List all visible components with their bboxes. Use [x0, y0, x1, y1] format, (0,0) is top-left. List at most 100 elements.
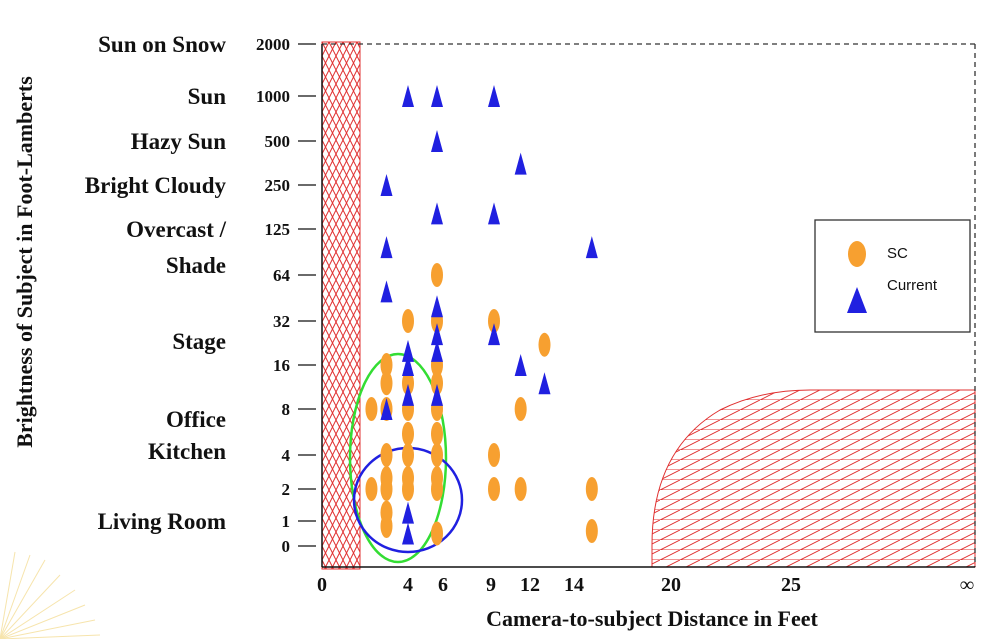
brightness-category-label: Living Room [98, 509, 226, 534]
sc-point [431, 371, 443, 396]
current-point [431, 323, 443, 346]
current-point [431, 85, 443, 107]
x-tick-label: 25 [781, 574, 801, 596]
brightness-category-label: Sun on Snow [98, 32, 226, 57]
brightness-category-label: Office [166, 407, 226, 432]
current-point [488, 85, 500, 107]
sc-point [514, 397, 527, 421]
y-tick-label: 2000 [256, 35, 290, 54]
current-point [402, 501, 414, 524]
y-axis-ticks: 2000 1000 500 250 125 64 32 16 8 4 2 1 0 [256, 35, 316, 556]
sc-point [431, 477, 443, 501]
x-axis-ticks: 0 4 6 9 12 14 20 25 ∞ [317, 574, 974, 596]
sc-point [431, 263, 443, 287]
sc-point [380, 371, 393, 396]
legend-current-label: Current [887, 277, 938, 294]
y-axis-title: Brightness of Subject in Foot-Lamberts [12, 76, 37, 448]
sc-point [585, 519, 598, 543]
current-point [402, 522, 414, 545]
sc-point [402, 421, 414, 446]
sc-point [380, 353, 393, 377]
brightness-category-label: Kitchen [148, 439, 226, 464]
y-tick-label: 2 [282, 480, 291, 499]
current-point [380, 236, 393, 259]
sc-point [585, 477, 598, 501]
sc-point [380, 477, 393, 501]
sc-point [402, 309, 414, 333]
legend-sc-marker [848, 241, 866, 267]
sc-series [365, 263, 598, 546]
x-tick-label: 4 [403, 574, 413, 596]
current-point [380, 174, 393, 196]
too-close-hatched-region [321, 41, 361, 570]
sc-point [402, 477, 414, 501]
legend-box [814, 219, 971, 333]
x-tick-label: ∞ [960, 574, 974, 596]
sc-point [488, 443, 500, 467]
legend-current-marker [847, 287, 867, 313]
green-highlight-ellipse [348, 352, 448, 564]
brightness-category-label: Overcast / [126, 217, 226, 242]
sc-point [538, 332, 551, 357]
sc-point [514, 477, 527, 501]
brightness-category-label: Sun [188, 84, 227, 109]
sc-point [402, 443, 414, 467]
y-tick-label: 8 [282, 400, 291, 419]
current-point [402, 339, 414, 362]
x-tick-label: 14 [564, 574, 584, 596]
current-point [514, 152, 527, 175]
brightness-category-label: Bright Cloudy [85, 173, 227, 198]
y-tick-label: 1 [282, 512, 291, 531]
current-point [402, 354, 414, 376]
legend: SC Current [814, 219, 971, 333]
y-tick-label: 0 [282, 537, 291, 556]
sc-point [380, 514, 393, 538]
y-tick-label: 1000 [256, 87, 290, 106]
sc-point [380, 443, 393, 467]
x-tick-label: 20 [661, 574, 681, 596]
x-tick-label: 9 [486, 574, 496, 596]
x-axis-title: Camera-to-subject Distance in Feet [486, 606, 818, 631]
sc-point [431, 421, 443, 446]
current-point [431, 339, 443, 362]
current-point [585, 236, 598, 259]
current-point [488, 202, 500, 225]
current-point [402, 383, 414, 406]
sc-point [431, 443, 443, 467]
brightness-category-label: Shade [166, 253, 226, 278]
x-tick-label: 0 [317, 574, 327, 596]
current-point [380, 398, 393, 420]
current-point [538, 372, 551, 395]
too-dark-far-hatched-region [651, 389, 976, 568]
legend-sc-label: SC [887, 245, 908, 262]
sc-point [402, 371, 414, 396]
sc-point [365, 397, 378, 421]
current-point [402, 85, 414, 107]
current-series [380, 85, 598, 545]
current-point [431, 295, 443, 318]
current-point [431, 130, 443, 152]
x-tick-label: 12 [520, 574, 540, 596]
current-point [514, 354, 527, 376]
sc-point [431, 521, 443, 546]
y-tick-label: 500 [265, 132, 291, 151]
current-point [431, 383, 443, 406]
corner-decoration [0, 551, 101, 639]
sc-point [488, 309, 500, 333]
y-tick-label: 32 [273, 312, 290, 331]
y-tick-label: 64 [273, 266, 291, 285]
sc-point [488, 477, 500, 501]
y-tick-label: 125 [265, 220, 291, 239]
brightness-category-label: Stage [172, 329, 226, 354]
x-tick-label: 6 [438, 574, 448, 596]
y-tick-label: 250 [265, 176, 291, 195]
current-point [431, 202, 443, 225]
brightness-category-label: Hazy Sun [131, 129, 226, 154]
current-point [380, 280, 393, 303]
y-tick-label: 16 [273, 356, 290, 375]
brightness-category-labels: Sun on Snow Sun Hazy Sun Bright Cloudy Overc… [85, 32, 227, 534]
current-point [488, 323, 500, 346]
sc-point [365, 477, 378, 501]
y-tick-label: 4 [282, 446, 291, 465]
